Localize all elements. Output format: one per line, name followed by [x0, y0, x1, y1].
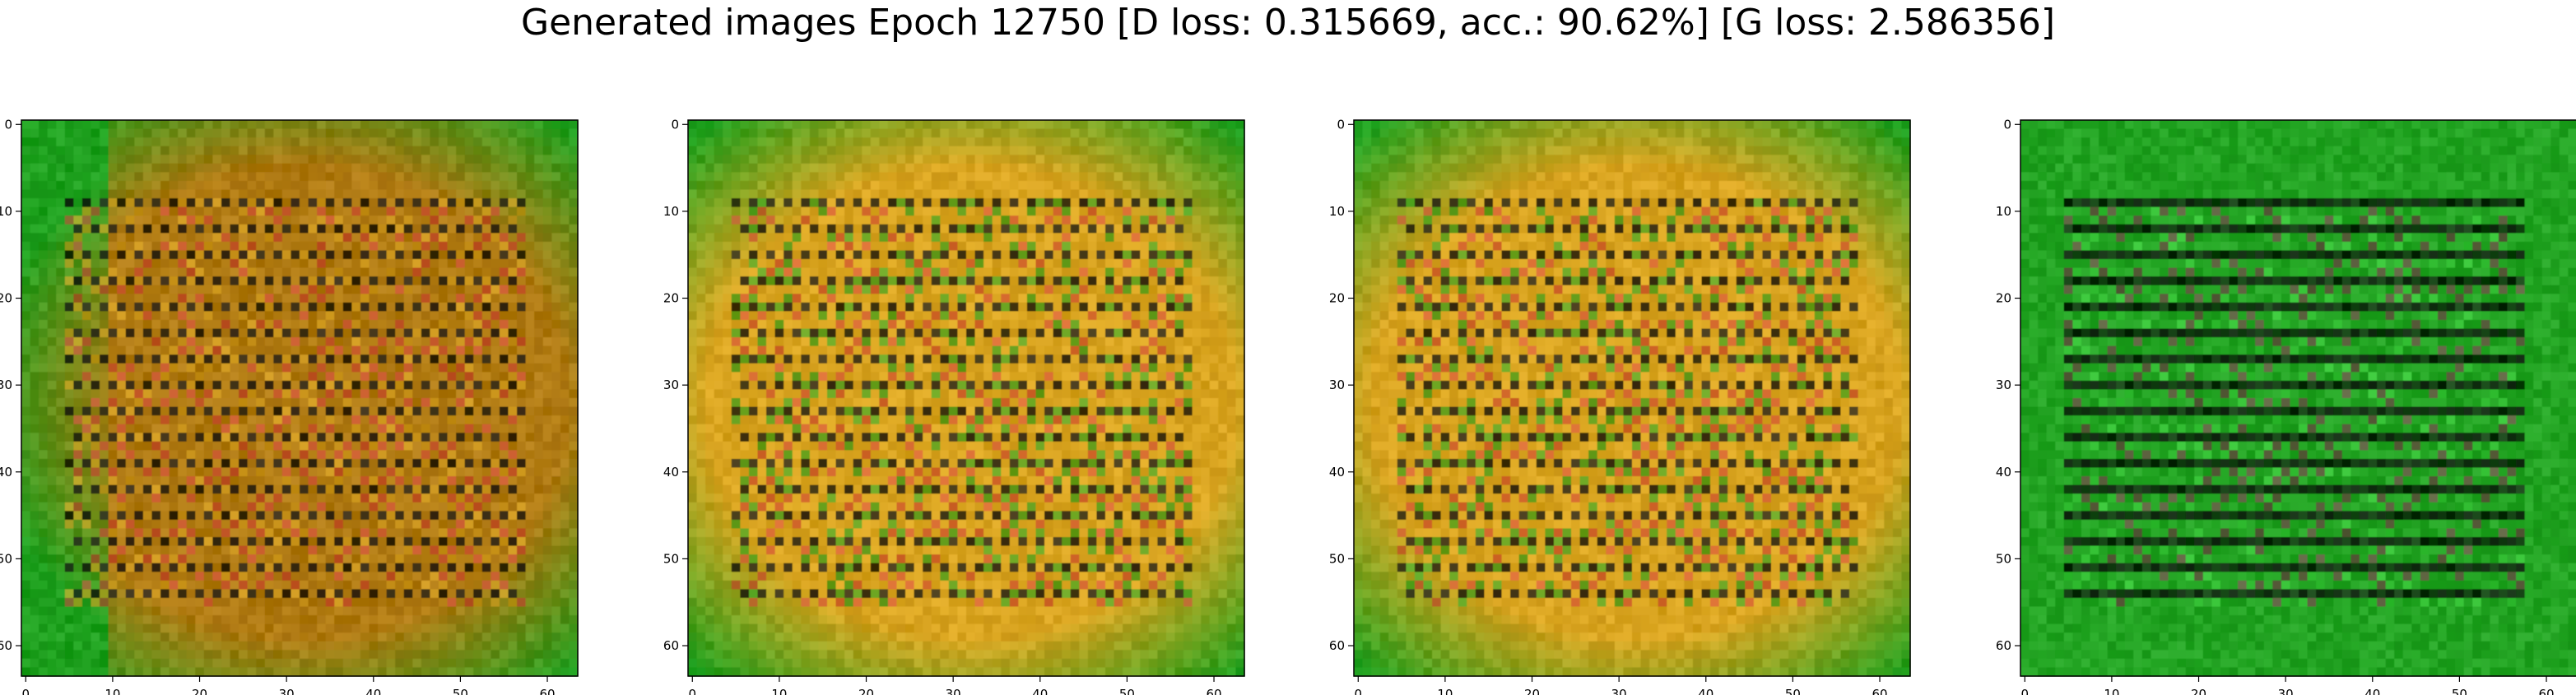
x-tick-label: 50: [2452, 687, 2467, 695]
x-tick-label: 40: [365, 687, 381, 695]
x-tick-label: 60: [1206, 687, 1221, 695]
x-tick-label: 0: [22, 687, 30, 695]
x-tick-label: 10: [1437, 687, 1453, 695]
x-tick-label: 30: [946, 687, 961, 695]
x-tick-label: 20: [2191, 687, 2206, 695]
y-tick-label: 30: [0, 378, 12, 392]
y-tick-label: 0: [4, 117, 12, 132]
generated-image-panel-2: 0 10 20 30 40 50 60 0 10 20 30 40 50 60: [663, 117, 1245, 695]
x-tick-label: 30: [2278, 687, 2294, 695]
y-tick-label: 60: [1329, 638, 1345, 653]
y-tick-label: 50: [0, 551, 12, 566]
y-tick-label: 0: [671, 117, 679, 132]
x-tick-label: 20: [1524, 687, 1540, 695]
y-tick-label: 40: [663, 465, 679, 480]
y-tick-label: 30: [663, 378, 679, 392]
x-tick-label: 10: [105, 687, 120, 695]
y-tick-label: 30: [1329, 378, 1345, 392]
generated-image-panel-4: 0 10 20 30 40 50 60 0 10 20 30 40 50 60: [1996, 117, 2576, 695]
x-tick-label: 20: [192, 687, 207, 695]
x-tick-label: 40: [1032, 687, 1048, 695]
x-tick-label: 0: [689, 687, 697, 695]
axes-frame: [2020, 119, 2576, 677]
y-tick-label: 40: [0, 465, 12, 480]
y-tick-label: 20: [1996, 291, 2011, 306]
figure-title: Generated images Epoch 12750 [D loss: 0.…: [520, 2, 2056, 44]
y-tick-label: 10: [1996, 204, 2011, 219]
y-tick-label: 0: [1337, 117, 1345, 132]
generated-image-panel-1: 0 10 20 30 40 50 60 0 10 20 30 40 50 60: [0, 117, 579, 695]
x-tick-label: 50: [1119, 687, 1135, 695]
y-tick-label: 40: [1329, 465, 1345, 480]
y-tick-label: 50: [663, 551, 679, 566]
axes-frame: [1353, 119, 1911, 677]
y-tick-label: 20: [0, 291, 12, 306]
pixel-grid: [688, 120, 1245, 677]
x-tick-label: 40: [2364, 687, 2380, 695]
x-tick-label: 30: [1611, 687, 1627, 695]
pixel-grid: [21, 120, 579, 677]
pixel-grid: [1354, 120, 1911, 677]
x-tick-label: 40: [1698, 687, 1713, 695]
y-tick-label: 50: [1329, 551, 1345, 566]
x-tick-label: 10: [771, 687, 787, 695]
y-tick-label: 60: [663, 638, 679, 653]
x-tick-label: 50: [453, 687, 468, 695]
axes-frame: [687, 119, 1245, 677]
x-tick-label: 30: [279, 687, 295, 695]
y-tick-label: 10: [0, 204, 12, 219]
y-tick-label: 60: [1996, 638, 2011, 653]
x-tick-label: 60: [2538, 687, 2554, 695]
x-tick-label: 0: [2021, 687, 2030, 695]
axes-frame: [21, 119, 579, 677]
x-tick-label: 50: [1785, 687, 1801, 695]
x-tick-label: 0: [1355, 687, 1363, 695]
x-tick-label: 60: [539, 687, 555, 695]
y-tick-label: 40: [1996, 465, 2011, 480]
y-tick-label: 20: [1329, 291, 1345, 306]
x-tick-label: 10: [2104, 687, 2119, 695]
y-tick-label: 50: [1996, 551, 2011, 566]
x-tick-label: 20: [858, 687, 874, 695]
y-tick-label: 0: [2003, 117, 2011, 132]
y-tick-label: 20: [663, 291, 679, 306]
pixel-grid: [2020, 120, 2576, 677]
y-tick-label: 10: [1329, 204, 1345, 219]
x-tick-label: 60: [1872, 687, 1887, 695]
y-tick-label: 10: [663, 204, 679, 219]
y-tick-label: 60: [0, 638, 12, 653]
generated-image-panel-3: 0 10 20 30 40 50 60 0 10 20 30 40 50 60: [1329, 117, 1911, 695]
y-tick-label: 30: [1996, 378, 2011, 392]
